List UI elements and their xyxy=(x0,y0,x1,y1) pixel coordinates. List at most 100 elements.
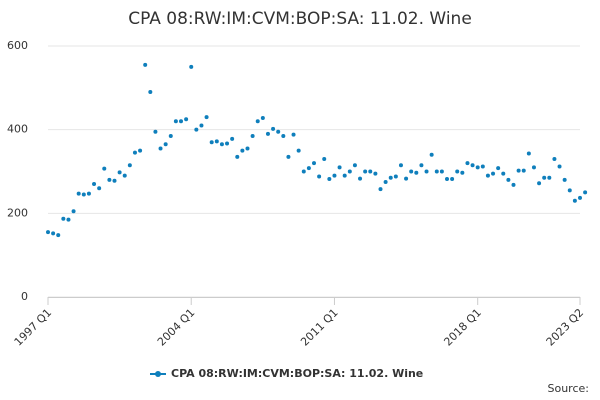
point xyxy=(127,163,132,168)
legend-label: CPA 08:RW:IM:CVM:BOP:SA: 11.02. Wine xyxy=(171,367,423,380)
point xyxy=(506,177,511,182)
point xyxy=(112,178,117,183)
point xyxy=(194,127,199,132)
x-tick-label: 2018 Q1 xyxy=(441,306,484,349)
point xyxy=(71,209,76,214)
point xyxy=(434,169,439,174)
point xyxy=(66,217,71,222)
point xyxy=(352,163,357,168)
point xyxy=(86,191,91,196)
point xyxy=(378,187,383,192)
point xyxy=(388,175,393,180)
point xyxy=(158,146,163,151)
point xyxy=(404,176,409,181)
point xyxy=(327,177,332,182)
y-tick-label: 600 xyxy=(7,39,28,52)
point xyxy=(317,174,322,179)
point xyxy=(332,173,337,178)
point xyxy=(383,179,388,184)
point xyxy=(445,177,449,182)
point xyxy=(409,169,414,174)
point xyxy=(465,161,470,166)
point xyxy=(214,139,219,144)
point xyxy=(342,173,347,178)
point xyxy=(230,136,235,141)
point xyxy=(153,129,158,134)
point xyxy=(373,171,378,176)
x-tick-label: 2004 Q1 xyxy=(155,306,198,349)
point xyxy=(322,156,327,161)
point xyxy=(470,163,475,168)
point xyxy=(76,191,81,196)
point xyxy=(460,170,465,175)
point xyxy=(347,169,352,174)
point xyxy=(547,175,552,180)
point xyxy=(337,165,342,170)
point xyxy=(122,173,127,178)
point xyxy=(281,133,286,138)
point xyxy=(578,195,582,200)
point xyxy=(301,169,306,174)
point xyxy=(424,169,429,174)
point xyxy=(511,182,516,187)
point xyxy=(455,169,460,174)
point xyxy=(61,216,66,221)
point xyxy=(491,171,496,176)
source-label: Source: xyxy=(548,382,590,395)
y-tick-label: 0 xyxy=(21,290,28,303)
point xyxy=(132,150,137,155)
point xyxy=(480,164,485,169)
point xyxy=(521,168,526,173)
x-tick-label: 2023 Q2 xyxy=(544,306,587,349)
point xyxy=(485,173,490,178)
point xyxy=(562,177,567,182)
point xyxy=(107,177,112,182)
point xyxy=(51,231,56,236)
point xyxy=(240,148,245,153)
point xyxy=(250,133,255,138)
point xyxy=(148,90,153,95)
point xyxy=(56,233,61,238)
point xyxy=(184,117,189,122)
point xyxy=(368,169,373,174)
point xyxy=(189,64,194,69)
point xyxy=(286,154,291,159)
point xyxy=(363,169,368,174)
point xyxy=(516,168,521,173)
y-tick-label: 400 xyxy=(7,123,28,136)
point xyxy=(271,126,276,131)
point xyxy=(552,156,557,161)
point xyxy=(163,142,168,147)
point xyxy=(537,181,542,186)
point xyxy=(209,140,214,145)
point xyxy=(276,129,281,134)
point xyxy=(439,169,444,174)
point xyxy=(531,165,536,170)
point xyxy=(179,119,183,124)
point xyxy=(235,154,240,159)
point xyxy=(567,188,572,193)
point xyxy=(204,115,209,120)
point xyxy=(173,119,178,124)
point xyxy=(419,163,424,168)
point xyxy=(501,171,506,176)
point xyxy=(199,123,204,128)
point xyxy=(265,131,270,136)
point xyxy=(475,165,480,170)
point xyxy=(429,152,434,157)
point xyxy=(97,186,102,191)
point xyxy=(81,192,86,197)
point xyxy=(46,230,50,235)
point xyxy=(393,174,398,179)
y-tick-label: 200 xyxy=(7,206,28,219)
point xyxy=(219,142,224,147)
point xyxy=(117,170,122,175)
point xyxy=(296,148,301,153)
legend-marker xyxy=(155,371,161,377)
point xyxy=(260,115,265,120)
x-tick-label: 2011 Q1 xyxy=(298,306,341,349)
point xyxy=(102,166,107,171)
x-tick-label: 1997 Q1 xyxy=(12,306,55,349)
point xyxy=(225,141,230,146)
